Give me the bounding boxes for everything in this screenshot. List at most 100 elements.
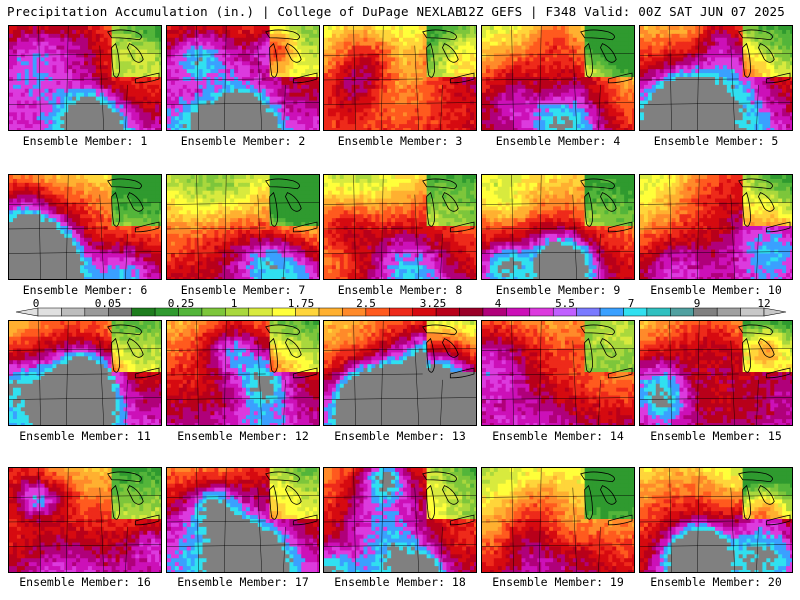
state-boundary [482,348,634,351]
ensemble-member-map [323,320,477,426]
state-boundary [167,520,266,523]
great-lakes-outline [111,337,120,373]
state-boundary [440,84,443,130]
ensemble-member-map [166,174,320,280]
great-lakes-outline [449,72,475,84]
state-boundary [9,251,161,254]
state-boundary [167,373,266,376]
great-lakes-outline [442,192,459,212]
state-boundary [66,321,69,425]
great-lakes-outline [426,42,435,78]
great-lakes-outline [422,324,457,336]
state-boundary [9,397,161,400]
great-lakes-outline [765,367,791,379]
state-boundary [640,78,739,81]
ensemble-member-label: Ensemble Member: 16 [6,575,164,589]
great-lakes-outline [758,192,775,212]
colorbar-swatch [61,307,86,317]
state-boundary [283,379,286,425]
state-boundary [125,233,128,279]
state-boundary [730,45,735,130]
ensemble-member-map [8,320,162,426]
ensemble-member-label: Ensemble Member: 6 [6,283,164,297]
state-boundary [196,26,199,130]
colorbar-tick-label: 7 [628,297,635,310]
colorbar-swatch [670,307,694,317]
great-lakes-outline [422,471,457,483]
great-lakes-outline [607,72,633,84]
great-lakes-outline [107,471,142,483]
great-lakes-outline [580,471,615,483]
great-lakes-outline [758,485,775,505]
state-boundary [324,53,476,56]
colorbar-tick-label: 2.5 [356,297,376,310]
state-boundary [9,53,161,56]
great-lakes-outline [607,221,633,233]
great-lakes-outline [449,367,475,379]
state-boundary [730,340,735,425]
great-lakes-outline [269,191,278,227]
state-boundary [167,544,319,547]
state-boundary [38,321,41,425]
state-boundary [482,202,634,205]
great-lakes-outline [111,42,120,78]
great-lakes-outline [584,484,593,520]
state-boundary [324,202,476,205]
colorbar-tick-label: 0.25 [168,297,195,310]
state-boundary [697,175,700,279]
great-lakes-outline [265,324,300,336]
great-lakes-outline [265,471,300,483]
ensemble-member-label: Ensemble Member: 19 [479,575,637,589]
colorbar-tick-label: 1 [231,297,238,310]
colorbar-swatch [529,307,554,317]
state-boundary [756,84,759,130]
colorbar-swatch [389,307,413,317]
great-lakes-outline [127,192,144,212]
state-boundary [539,321,542,425]
state-boundary [324,397,476,400]
state-boundary [353,26,356,130]
state-boundary [283,526,286,572]
state-boundary [539,468,542,572]
great-lakes-outline [742,337,751,373]
great-lakes-outline [107,324,142,336]
state-boundary [440,233,443,279]
state-boundary [440,379,443,425]
state-boundary [511,175,514,279]
state-boundary [9,202,161,205]
ensemble-member-label: Ensemble Member: 13 [321,429,479,443]
state-boundary [482,102,634,105]
ensemble-member-label: Ensemble Member: 2 [164,134,322,148]
ensemble-member-label: Ensemble Member: 18 [321,575,479,589]
great-lakes-outline [607,367,633,379]
state-boundary [224,468,227,572]
state-boundary [511,468,514,572]
great-lakes-outline [292,221,318,233]
state-boundary [38,26,41,130]
state-boundary [167,495,319,498]
state-boundary [66,175,69,279]
state-boundary [38,175,41,279]
state-boundary [640,373,739,376]
state-boundary [167,227,266,230]
state-boundary [9,348,161,351]
state-boundary [167,251,319,254]
great-lakes-outline [265,29,300,41]
state-boundary [224,26,227,130]
state-boundary [756,233,759,279]
ensemble-member-label: Ensemble Member: 15 [637,429,795,443]
state-boundary [572,194,577,279]
great-lakes-outline [765,221,791,233]
state-boundary [730,487,735,572]
colorbar-swatch [576,307,601,317]
great-lakes-outline [285,485,302,505]
state-boundary [640,520,739,523]
great-lakes-outline [600,338,617,358]
state-boundary [283,84,286,130]
ensemble-member-label: Ensemble Member: 11 [6,429,164,443]
state-boundary [381,321,384,425]
colorbar-swatch [646,307,671,317]
state-boundary [539,175,542,279]
state-boundary [669,468,672,572]
great-lakes-outline [127,43,144,63]
